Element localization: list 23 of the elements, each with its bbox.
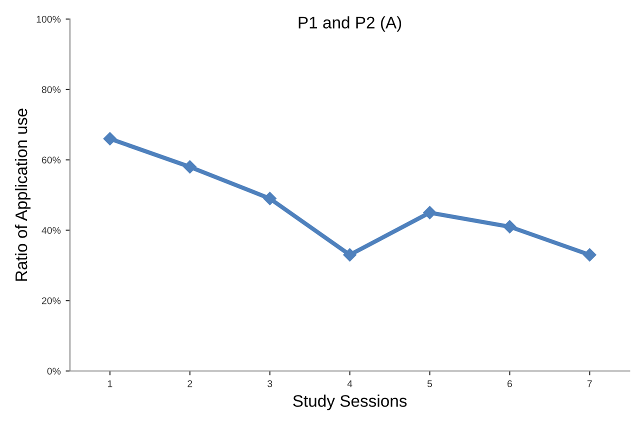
y-axis-title: Ratio of Application use — [14, 108, 31, 281]
point — [183, 160, 196, 174]
y-tick-label: 60% — [42, 156, 61, 164]
y-tick-label: 100% — [36, 16, 61, 23]
y-tick-label: 40% — [42, 226, 61, 234]
x-tick-label: 6 — [508, 380, 512, 388]
point — [503, 220, 516, 234]
point — [583, 248, 596, 262]
x-tick-label: 3 — [268, 380, 272, 388]
point — [103, 132, 117, 146]
y-tick-label: 80% — [42, 86, 61, 94]
y-tick-label: 0% — [47, 368, 61, 375]
chart-title: P1 and P2 (A) — [298, 16, 402, 32]
x-tick-label: 2 — [188, 380, 192, 388]
x-tick-label: 7 — [587, 380, 592, 388]
y-tick-label: 20% — [42, 297, 61, 304]
x-tick-label: 1 — [108, 380, 112, 388]
point — [343, 248, 356, 262]
x-tick-label: 4 — [347, 380, 352, 388]
point — [423, 206, 436, 220]
x-tick-label: 5 — [427, 380, 432, 388]
x-axis-title: Study Sessions — [293, 394, 407, 410]
point — [263, 192, 276, 206]
